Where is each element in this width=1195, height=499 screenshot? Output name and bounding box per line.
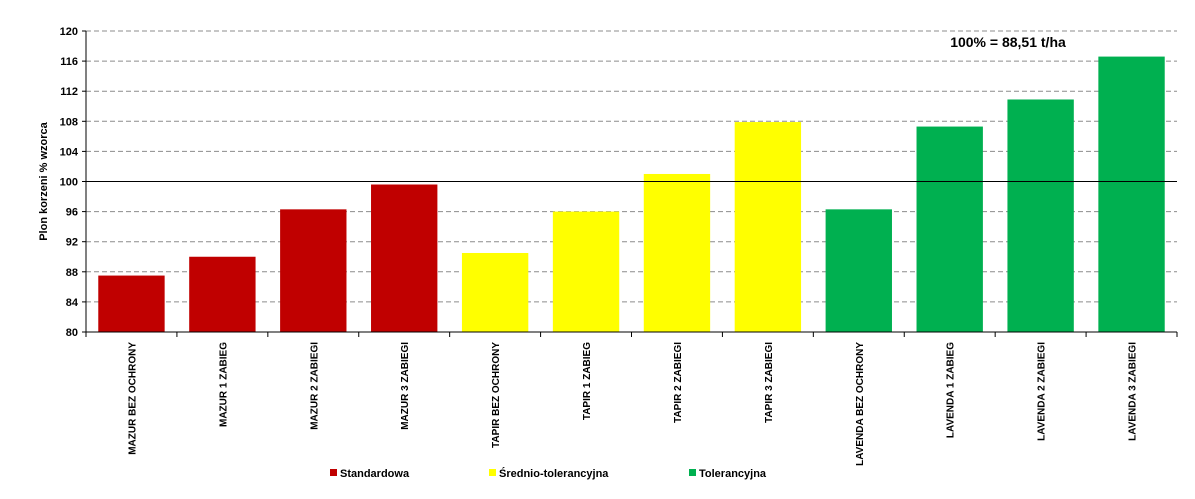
x-tick-label: LAVENDA 3 ZABIEGI xyxy=(1128,342,1139,441)
bar xyxy=(1007,99,1074,332)
bar xyxy=(280,209,347,332)
x-tick-label: MAZUR 1 ZABIEG xyxy=(218,342,229,427)
x-tick-label: LAVENDA 1 ZABIEG xyxy=(946,342,957,438)
legend-label: Średnio-tolerancyjna xyxy=(499,467,609,480)
reference-annotation: 100% = 88,51 t/ha xyxy=(950,34,1066,50)
x-tick-labels: MAZUR BEZ OCHRONY MAZUR 1 ZABIEG MAZUR 2 Z… xyxy=(85,332,1178,466)
bar xyxy=(825,209,892,332)
y-tick-label: 100 xyxy=(60,177,78,189)
bar xyxy=(916,126,983,332)
x-tick-label: MAZUR 3 ZABIEGI xyxy=(400,342,411,430)
y-tick-label: 84 xyxy=(66,297,79,309)
y-tick-label: 80 xyxy=(66,327,78,339)
bar xyxy=(371,184,438,332)
x-tick-label: LAVENDA 2 ZABIEGI xyxy=(1037,342,1048,441)
y-tick-label: 120 xyxy=(60,26,78,38)
bar xyxy=(643,173,711,332)
x-tick-label: MAZUR BEZ OCHRONY xyxy=(127,342,138,455)
legend: Standardowa Średnio-tolerancyjna Tolerancy… xyxy=(330,467,767,480)
legend-label: Standardowa xyxy=(340,468,410,480)
y-tick-labels: 80 84 88 92 96 100 104 108 112 116 120 xyxy=(60,26,86,339)
bar xyxy=(461,252,529,332)
y-tick-label: 92 xyxy=(66,237,78,249)
bars xyxy=(98,56,1165,333)
legend-swatch xyxy=(489,469,496,476)
bar xyxy=(734,122,802,333)
legend-swatch xyxy=(689,469,696,476)
y-tick-label: 108 xyxy=(60,116,78,128)
x-tick-label: LAVENDA BEZ OCHRONY xyxy=(855,342,866,466)
bar xyxy=(1098,56,1165,333)
y-tick-label: 112 xyxy=(60,86,78,98)
y-tick-label: 96 xyxy=(66,207,78,219)
x-tick-label: TAPIR 2 ZABIEGI xyxy=(673,342,684,423)
x-tick-label: TAPIR 1 ZABIEG xyxy=(582,342,593,420)
y-tick-label: 88 xyxy=(66,267,78,279)
legend-swatch xyxy=(330,469,337,476)
x-tick-label: TAPIR BEZ OCHRONY xyxy=(491,342,502,448)
x-tick-label: TAPIR 3 ZABIEGI xyxy=(764,342,775,423)
y-tick-label: 104 xyxy=(60,146,79,158)
y-axis-label: Plon korzeni % wzorca xyxy=(38,121,50,240)
bar xyxy=(552,211,620,332)
y-tick-label: 116 xyxy=(60,56,78,68)
bar xyxy=(98,275,165,332)
x-tick-label: MAZUR 2 ZABIEGI xyxy=(309,342,320,430)
legend-label: Tolerancyjna xyxy=(699,468,767,480)
bar xyxy=(189,256,256,332)
